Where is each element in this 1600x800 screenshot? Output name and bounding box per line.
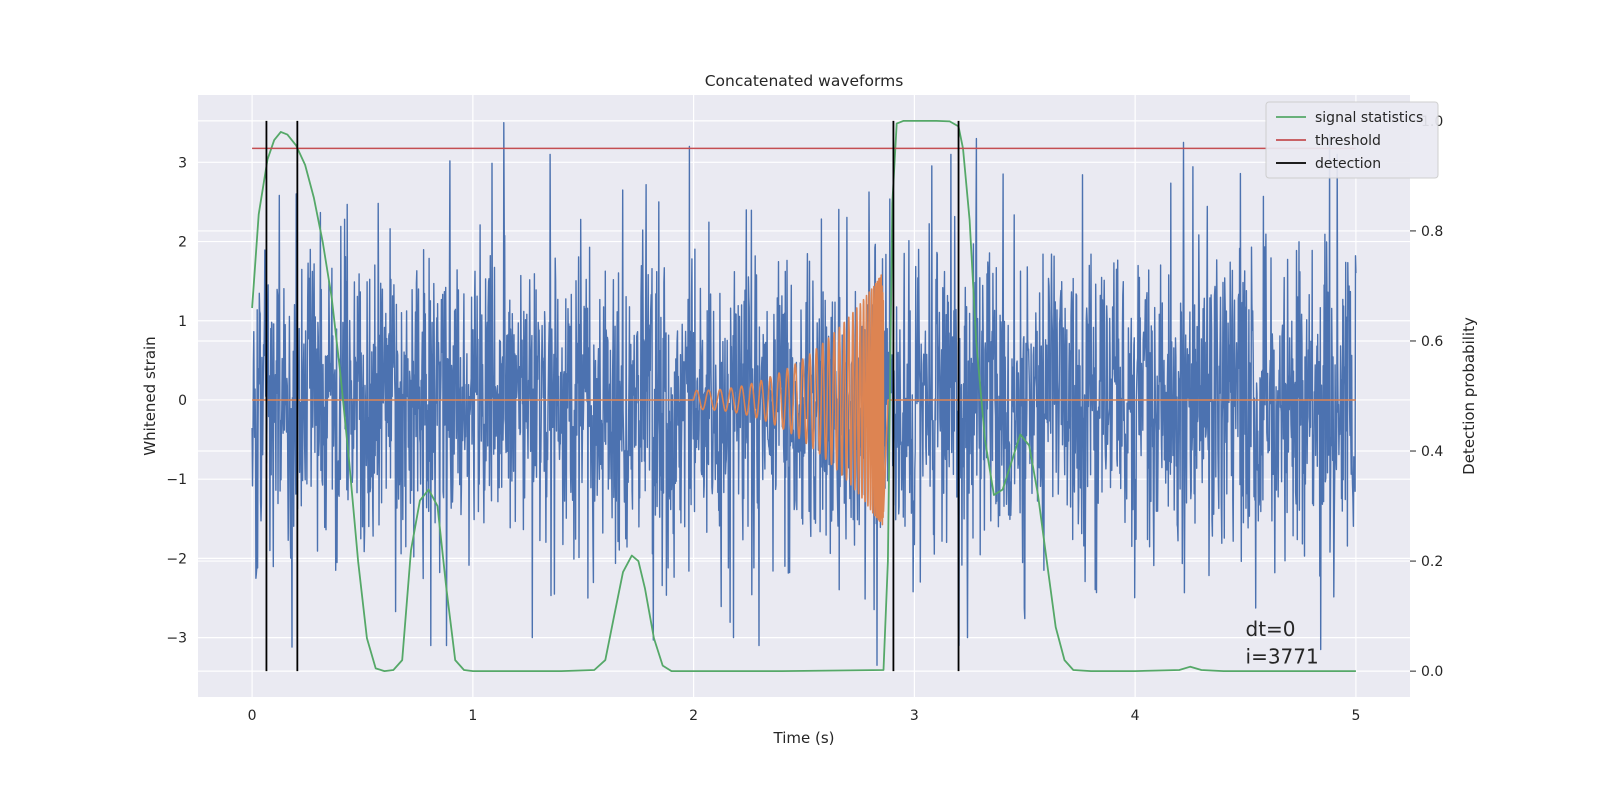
y-tick-label: 2 — [178, 235, 187, 251]
y2-tick-label: 0.2 — [1421, 554, 1443, 570]
y2-tick-label: 0.4 — [1421, 444, 1443, 460]
y-tick-label: −3 — [166, 631, 187, 647]
annotation-dt: dt=0 — [1246, 617, 1296, 641]
y-tick-label: −2 — [166, 551, 187, 567]
y-tick-label: 1 — [178, 314, 187, 330]
y-axis-title: Whitened strain — [141, 336, 159, 455]
y-tick-label: 3 — [178, 155, 187, 171]
chart-title: Concatenated waveforms — [705, 72, 904, 90]
x-tick-label: 5 — [1351, 708, 1360, 724]
x-tick-label: 1 — [468, 708, 477, 724]
legend-label: threshold — [1315, 133, 1381, 149]
injected-signal-line — [252, 274, 1356, 526]
x-axis-title: Time (s) — [773, 729, 835, 747]
y2-tick-label: 0.0 — [1421, 664, 1443, 680]
plot-series — [251, 120, 1357, 672]
x-tick-label: 3 — [910, 708, 919, 724]
legend: signal statistics threshold detection — [1265, 101, 1439, 179]
x-tick-label: 4 — [1131, 708, 1140, 724]
y2-tick-label: 0.6 — [1421, 334, 1443, 350]
signal-statistics-line — [251, 120, 1356, 672]
y2-tick-label: 0.8 — [1421, 224, 1443, 240]
y2-axis-title: Detection probability — [1460, 317, 1478, 475]
y-tick-label: −1 — [166, 472, 187, 488]
legend-box — [1265, 101, 1439, 179]
legend-label: signal statistics — [1315, 110, 1423, 126]
y-tick-label: 0 — [178, 393, 187, 409]
x-tick-label: 0 — [248, 708, 257, 724]
legend-label: detection — [1315, 156, 1381, 172]
strain-noise-line — [251, 121, 1357, 666]
annotation-index: i=3771 — [1246, 645, 1319, 669]
x-tick-label: 2 — [689, 708, 698, 724]
